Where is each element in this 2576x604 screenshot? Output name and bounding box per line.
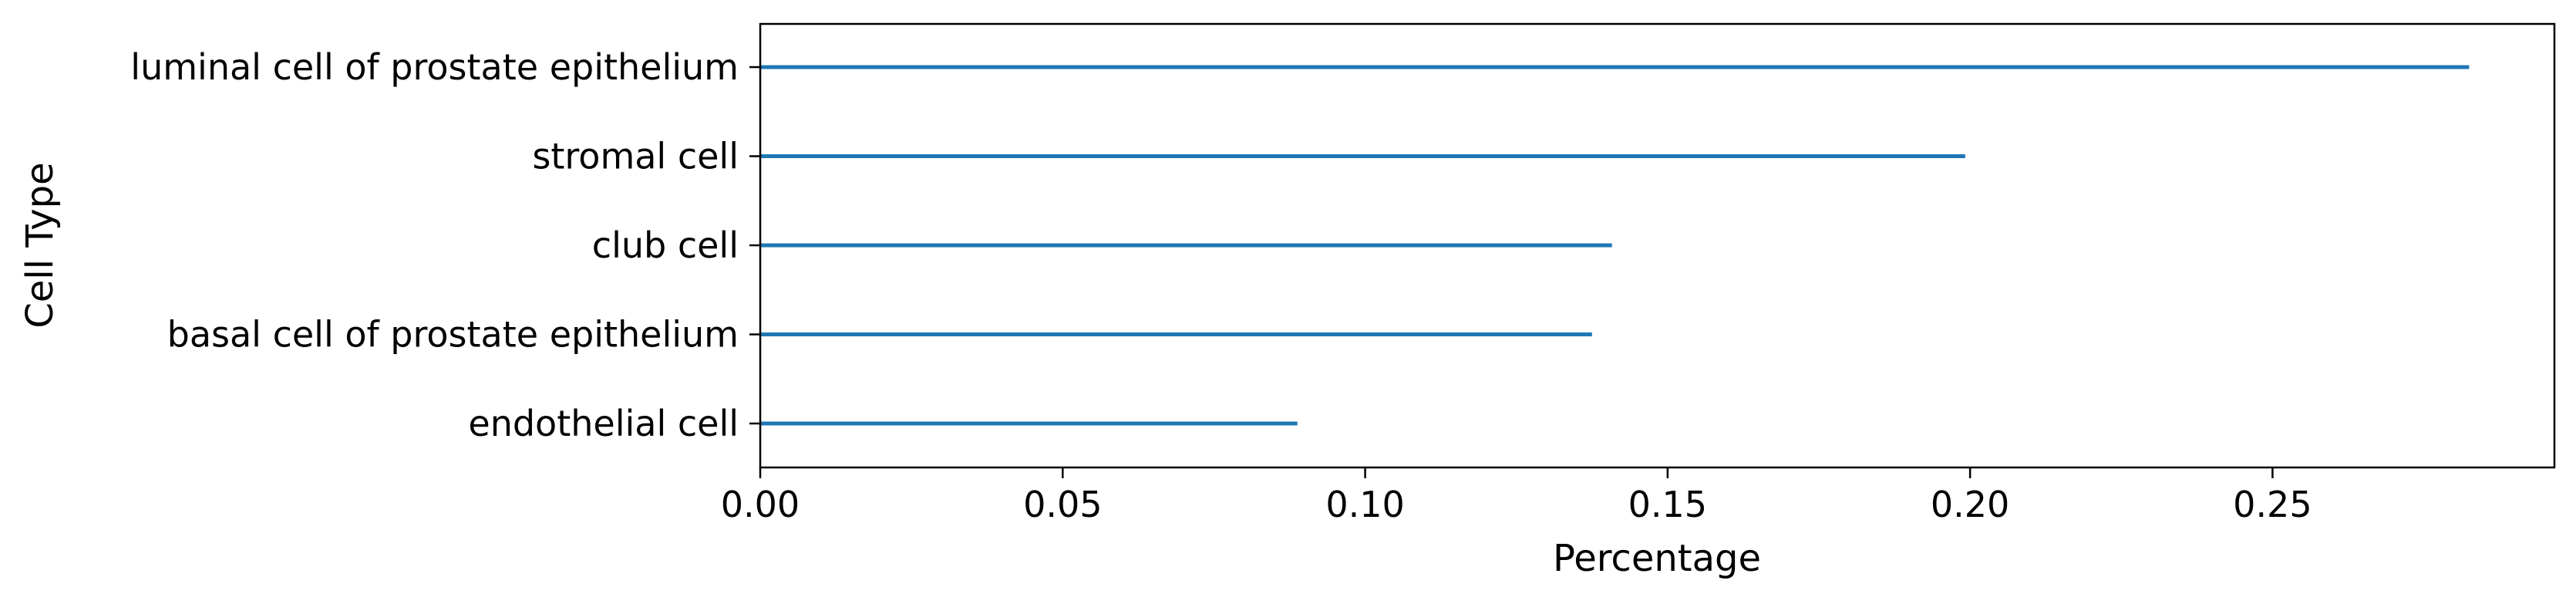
x-tick-label: 0.15: [1628, 484, 1707, 525]
bar: [760, 332, 1592, 336]
y-tick-label: club cell: [592, 224, 739, 266]
x-tick-label: 0.25: [2233, 484, 2312, 525]
bar: [760, 65, 2470, 69]
x-axis-label: Percentage: [1553, 537, 1761, 580]
y-tick-label: basal cell of prostate epithelium: [167, 314, 739, 356]
y-tick-label: luminal cell of prostate epithelium: [130, 46, 739, 88]
bar: [760, 421, 1298, 426]
x-tick-label: 0.20: [1931, 484, 2009, 525]
bar: [760, 243, 1612, 248]
x-tick-label: 0.00: [721, 484, 800, 525]
y-tick-label: endothelial cell: [468, 403, 739, 444]
y-axis-label: Cell Type: [19, 162, 62, 328]
bar: [760, 154, 1965, 158]
y-tick-label: stromal cell: [532, 136, 739, 177]
x-tick-label: 0.05: [1023, 484, 1102, 525]
x-tick-label: 0.10: [1325, 484, 1404, 525]
ticks-layer: luminal cell of prostate epithelium strom…: [130, 46, 2312, 525]
bars-layer: [760, 65, 2470, 426]
